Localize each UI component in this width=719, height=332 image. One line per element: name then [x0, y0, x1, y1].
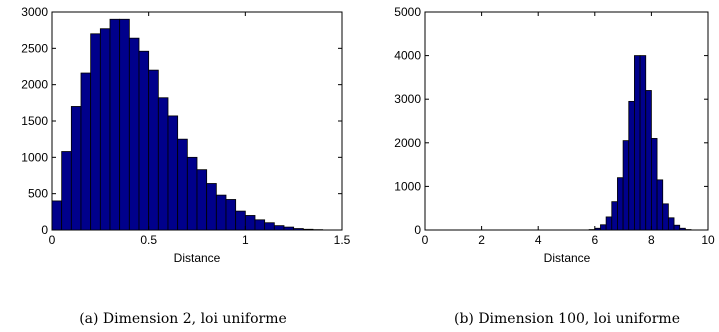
- bar: [611, 201, 618, 231]
- y-tick-label: 2000: [21, 78, 48, 92]
- x-tick-label: 4: [535, 233, 542, 247]
- x-tick-label: 0: [49, 233, 56, 247]
- x-tick-label: 1.5: [334, 233, 351, 247]
- bar: [293, 228, 304, 231]
- x-tick-label: 0.5: [140, 233, 157, 247]
- bar: [662, 203, 669, 231]
- bar: [651, 138, 658, 231]
- bar: [51, 200, 63, 231]
- bar: [283, 226, 295, 231]
- bar: [667, 217, 675, 231]
- y-tick-label: 500: [28, 187, 48, 201]
- y-tick-label: 1000: [394, 179, 421, 193]
- y-tick-label: 0: [414, 223, 421, 237]
- y-tick-label: 2000: [394, 136, 421, 150]
- bar: [600, 224, 607, 231]
- bar: [634, 55, 641, 231]
- y-tick-label: 1000: [21, 150, 48, 164]
- caption-b: (b) Dimension 100, loi uniforme: [454, 311, 680, 327]
- bar: [148, 69, 159, 231]
- y-tick-label: 3000: [394, 92, 421, 106]
- x-tick-label: 6: [591, 233, 598, 247]
- y-tick-label: 5000: [394, 5, 421, 19]
- bar: [196, 169, 208, 231]
- bar: [656, 179, 664, 231]
- caption-a: (a) Dimension 2, loi uniforme: [79, 311, 287, 327]
- bar: [235, 210, 246, 231]
- bar: [273, 225, 285, 231]
- y-tick-label: 0: [41, 223, 48, 237]
- bar: [605, 216, 613, 231]
- bar: [244, 215, 256, 231]
- bar: [622, 140, 630, 231]
- x-tick-label: 8: [648, 233, 655, 247]
- y-tick-label: 1500: [21, 114, 48, 128]
- bar: [90, 33, 101, 231]
- bar: [673, 224, 681, 231]
- bar: [645, 90, 652, 231]
- bar: [617, 177, 624, 231]
- bar: [225, 199, 237, 231]
- bar: [206, 183, 217, 231]
- x-tick-label: 2: [478, 233, 485, 247]
- x-axis-label-a: Distance: [174, 251, 221, 265]
- bar: [186, 156, 198, 231]
- x-tick-label: 10: [701, 233, 715, 247]
- bar: [70, 106, 82, 231]
- bar: [628, 100, 635, 231]
- bars-a: [51, 18, 324, 231]
- histogram-panel-a: 0 500 1000 1500 2000 2500 3000 0 0.5 1 1.5 Distan…: [21, 5, 350, 327]
- bar: [215, 194, 227, 231]
- bar: [157, 97, 169, 231]
- x-ticks-a: 0 0.5 1 1.5: [49, 12, 351, 247]
- x-ticks-b: 0 2 4 6 8 10: [422, 12, 715, 247]
- bars-b: [588, 55, 692, 231]
- bar: [594, 227, 601, 231]
- x-axis-label-b: Distance: [544, 251, 591, 265]
- bar: [109, 18, 121, 231]
- bar: [254, 219, 266, 231]
- y-tick-label: 4000: [394, 49, 421, 63]
- bar: [302, 228, 314, 231]
- bar: [61, 151, 72, 231]
- plot-frame-b: [424, 11, 709, 231]
- y-tick-label: 3000: [21, 5, 48, 19]
- bar: [264, 222, 275, 231]
- bar: [128, 37, 140, 231]
- histogram-panel-b: 0 1000 2000 3000 4000 5000 0 2 4 6 8 10 Distance (…: [394, 5, 715, 327]
- bar: [138, 50, 150, 231]
- bar: [80, 72, 92, 231]
- bar: [177, 138, 188, 231]
- y-tick-label: 2500: [21, 41, 48, 55]
- bar: [119, 18, 130, 231]
- bar: [679, 227, 686, 231]
- x-tick-label: 1: [242, 233, 249, 247]
- bar: [639, 55, 647, 231]
- y-ticks-a: 0 500 1000 1500 2000 2500 3000: [21, 5, 342, 237]
- y-ticks-b: 0 1000 2000 3000 4000 5000: [394, 5, 708, 237]
- x-tick-label: 0: [422, 233, 429, 247]
- bar: [99, 28, 111, 231]
- bar: [167, 115, 179, 231]
